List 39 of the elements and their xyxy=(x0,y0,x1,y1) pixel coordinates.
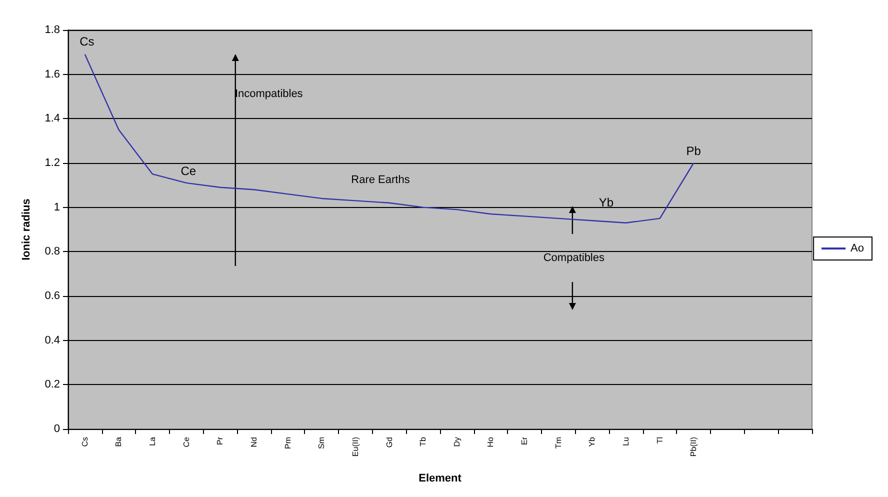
x-tick-label: Dy xyxy=(452,437,462,447)
y-tick-label: 1.8 xyxy=(44,24,60,36)
annotation: Yb xyxy=(598,196,614,210)
x-tick-label: Eu(II) xyxy=(350,436,360,457)
x-tick-label: Tb xyxy=(418,436,428,446)
x-tick-label: Tl xyxy=(655,436,664,444)
x-tick-label: Ho xyxy=(486,436,496,448)
annotation: Pb xyxy=(686,144,702,158)
annotation: Incompatibles xyxy=(234,88,304,100)
y-tick-label: 0.2 xyxy=(44,378,60,391)
legend-label: Ao xyxy=(850,242,864,254)
x-tick-label: Pm xyxy=(283,436,292,449)
x-tick-label: Ce xyxy=(182,436,191,448)
x-tick-label: Nd xyxy=(250,437,258,448)
y-tick-label: 0.6 xyxy=(44,290,60,302)
y-tick-label: 1 xyxy=(54,201,60,214)
x-tick-label: La xyxy=(148,436,158,446)
annotation: Ce xyxy=(180,164,196,178)
x-tick-label: Tm xyxy=(554,436,563,449)
x-tick-label: Pb(II) xyxy=(689,436,698,457)
y-tick-label: 1.6 xyxy=(44,68,60,80)
x-tick-label: Gd xyxy=(384,437,394,448)
y-axis-title: Ionic radius xyxy=(20,198,32,260)
annotation: Cs xyxy=(80,34,94,48)
y-tick-label: 0.4 xyxy=(44,334,60,346)
y-tick-label: 1.4 xyxy=(44,112,60,125)
x-tick-label: Pr xyxy=(216,436,225,445)
y-tick-label: 0.8 xyxy=(44,246,60,258)
x-tick-label: Er xyxy=(520,436,530,445)
x-axis-title: Element xyxy=(418,472,462,484)
x-tick-label: Sm xyxy=(317,436,326,449)
y-tick-label: 1.2 xyxy=(44,157,60,169)
annotation: Compatibles xyxy=(543,252,605,264)
x-tick-label: Ba xyxy=(114,436,124,447)
annotation: Rare Earths xyxy=(351,174,410,186)
x-tick-label: Yb xyxy=(588,436,597,447)
y-tick-label: 0 xyxy=(54,423,60,435)
x-tick-label: Lu xyxy=(622,437,630,446)
x-tick-label: Cs xyxy=(80,437,90,447)
